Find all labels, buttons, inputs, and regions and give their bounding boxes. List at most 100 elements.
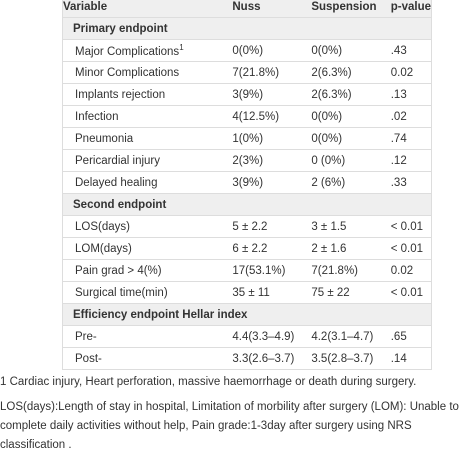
cell: Minor Complications (62, 61, 223, 84)
cell-text: 3(9%) (232, 176, 264, 189)
cell-text: 7(21.8%) (311, 264, 359, 277)
footnote-marker: 1 (179, 43, 184, 53)
page: Variable Nuss Suspension p-value Primary end… (0, 0, 459, 451)
cell: 2(3%) (222, 149, 302, 172)
data-row: Pneumonia 1(0%) 0(0%) .74 (62, 127, 432, 150)
header-row: Variable Nuss Suspension p-value (62, 0, 432, 18)
cell-text: 3.5(2.8–3.7) (311, 352, 374, 365)
cell-text: 3(9%) (232, 88, 264, 101)
header-cell: p-value (380, 0, 432, 18)
footnote: LOS(days):Length of stay in hospital, Li… (0, 401, 459, 451)
cell: 2(6.3%) (301, 61, 381, 84)
cell: 0(0%) (301, 127, 381, 150)
cell-text: 0(0%) (311, 44, 343, 57)
cell-text: 5 ± 2.2 (232, 220, 268, 233)
cell: < 0.01 (380, 215, 432, 238)
data-row: Delayed healing 3(9%) 2 (6%) .33 (62, 171, 432, 194)
results-table: Variable Nuss Suspension p-value Primary end… (62, 0, 432, 370)
data-row: Surgical time(min) 35 ± 11 75 ± 22 < 0.01 (62, 281, 432, 304)
cell-text: 2 ± 1.6 (311, 242, 347, 255)
data-row: Pre- 4.4(3.3–4.9) 4.2(3.1–4.7) .65 (62, 325, 432, 348)
cell: 35 ± 11 (222, 281, 302, 304)
cell-text: Surgical time(min) (75, 286, 168, 299)
footnote: 1 Cardiac injury, Heart perforation, mas… (0, 376, 417, 388)
cell: .65 (380, 325, 432, 348)
cell: Pericardial injury (62, 149, 223, 172)
cell: 3.5(2.8–3.7) (301, 347, 381, 370)
cell-text: .02 (390, 110, 407, 123)
cell-text: < 0.01 (390, 286, 424, 299)
cell: 0(0%) (301, 39, 381, 62)
cell: Delayed healing (62, 171, 223, 194)
cell-text: 2(6.3%) (311, 66, 352, 79)
cell-text: 4(12.5%) (232, 110, 280, 123)
data-row: Implants rejection 3(9%) 2(6.3%) .13 (62, 83, 432, 106)
cell: 0(0%) (301, 105, 381, 128)
section-title: Second endpoint (62, 193, 432, 216)
footnotes: 1 Cardiac injury, Heart perforation, mas… (0, 373, 474, 461)
cell: .33 (380, 171, 432, 194)
cell: .43 (380, 39, 432, 62)
cell: 75 ± 22 (301, 281, 381, 304)
cell-text: 35 ± 11 (232, 286, 270, 299)
cell: Pneumonia (62, 127, 223, 150)
cell: 2(6.3%) (301, 83, 381, 106)
cell: 3(9%) (222, 83, 302, 106)
cell-text: Pre- (75, 330, 97, 343)
cell-text: .43 (390, 44, 407, 57)
cell-text: .13 (390, 88, 407, 101)
cell-text: 2(3%) (232, 154, 264, 167)
cell: Implants rejection (62, 83, 223, 106)
data-row: Major Complications1 0(0%) 0(0%) .43 (62, 39, 432, 62)
data-row: Pericardial injury 2(3%) 0 (0%) .12 (62, 149, 432, 172)
cell: 3(9%) (222, 171, 302, 194)
header-cell: Suspension (301, 0, 381, 18)
cell: LOS(days) (62, 215, 223, 238)
cell-text: .65 (390, 330, 407, 343)
cell-text: Major Complications (75, 45, 180, 58)
cell: .02 (380, 105, 432, 128)
cell-text: .74 (390, 132, 407, 145)
data-row: Pain grad > 4(%) 17(53.1%) 7(21.8%) 0.02 (62, 259, 432, 282)
cell-text: .12 (390, 154, 407, 167)
data-row: Post- 3.3(2.6–3.7) 3.5(2.8–3.7) .14 (62, 347, 432, 370)
data-row: LOS(days) 5 ± 2.2 3 ± 1.5 < 0.01 (62, 215, 432, 238)
cell: 4.4(3.3–4.9) (222, 325, 302, 348)
cell: Surgical time(min) (62, 281, 223, 304)
cell-text: 3.3(2.6–3.7) (232, 352, 295, 365)
cell-text: 0(0%) (311, 110, 343, 123)
cell: 0 (0%) (301, 149, 381, 172)
cell-text: Delayed healing (75, 176, 158, 189)
cell-text: 75 ± 22 (311, 286, 350, 299)
cell: Post- (62, 347, 223, 370)
cell: 2 ± 1.6 (301, 237, 381, 260)
header-cell: Variable (62, 0, 223, 18)
cell: Infection (62, 105, 223, 128)
cell-text: Minor Complications (75, 66, 180, 79)
cell-text: 2 (6%) (311, 176, 346, 189)
cell: 6 ± 2.2 (222, 237, 302, 260)
section-row: Primary endpoint (62, 17, 432, 40)
cell-text: Implants rejection (75, 88, 166, 101)
cell: 7(21.8%) (222, 61, 302, 84)
cell: < 0.01 (380, 281, 432, 304)
cell-text: 4.4(3.3–4.9) (232, 330, 295, 343)
cell: 17(53.1%) (222, 259, 302, 282)
cell-text: .33 (390, 176, 407, 189)
cell-text: 0.02 (390, 264, 414, 277)
cell-text: 0.02 (390, 66, 414, 79)
cell: 4.2(3.1–4.7) (301, 325, 381, 348)
cell-text: 4.2(3.1–4.7) (311, 330, 374, 343)
cell: < 0.01 (380, 237, 432, 260)
cell-text: Post- (75, 352, 102, 365)
cell-text: 2(6.3%) (311, 88, 352, 101)
cell-text: LOM(days) (75, 242, 132, 255)
section-title: Primary endpoint (62, 17, 432, 40)
cell-text: < 0.01 (390, 220, 424, 233)
cell-text: 1(0%) (232, 132, 264, 145)
cell: 2 (6%) (301, 171, 381, 194)
cell-text: Pericardial injury (75, 154, 161, 167)
cell: 7(21.8%) (301, 259, 381, 282)
cell-text: 7(21.8%) (232, 66, 280, 79)
cell-text: .14 (390, 352, 407, 365)
